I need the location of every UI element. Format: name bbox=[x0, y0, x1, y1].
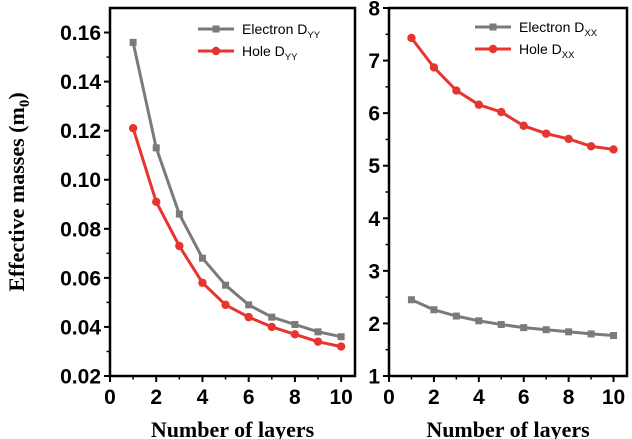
y-axis-title: Effective masses (m0) bbox=[4, 92, 33, 291]
data-point bbox=[497, 320, 505, 328]
y-tick-label: 7 bbox=[368, 50, 380, 73]
data-point bbox=[520, 324, 528, 332]
data-point bbox=[244, 312, 253, 322]
data-point bbox=[430, 306, 438, 314]
data-point bbox=[337, 333, 345, 341]
x-tick-label: 4 bbox=[197, 386, 209, 409]
y-tick-label: 0.10 bbox=[60, 169, 101, 192]
y-tick-label: 0.08 bbox=[60, 218, 101, 241]
x-tick-label: 6 bbox=[518, 386, 530, 409]
data-point bbox=[336, 342, 346, 351]
y-tick-label: 0.12 bbox=[60, 120, 101, 143]
data-point bbox=[407, 296, 415, 304]
plot-frame bbox=[387, 6, 629, 378]
data-point bbox=[542, 326, 550, 334]
data-point bbox=[290, 330, 300, 339]
y-tick-label: 2 bbox=[368, 313, 380, 336]
data-point bbox=[565, 328, 573, 336]
y-tick-label: 0.02 bbox=[60, 366, 101, 389]
x-tick-label: 10 bbox=[329, 386, 352, 409]
data-point bbox=[128, 124, 138, 133]
data-point bbox=[129, 38, 137, 46]
x-tick-label: 0 bbox=[383, 386, 395, 409]
data-point bbox=[497, 107, 506, 117]
legend-label: Hole DXX bbox=[519, 41, 575, 61]
x-tick-label: 8 bbox=[289, 386, 301, 409]
data-point bbox=[587, 330, 595, 338]
y-tick-label: 1 bbox=[368, 366, 380, 389]
series-line-0 bbox=[131, 41, 342, 339]
x-tick-label: 10 bbox=[602, 386, 625, 409]
plot-frame bbox=[108, 6, 357, 378]
data-point bbox=[198, 254, 206, 262]
data-point bbox=[609, 145, 618, 154]
legend-label: Electron DYY bbox=[242, 21, 321, 41]
y-tick-label: 6 bbox=[368, 103, 380, 126]
data-point bbox=[452, 312, 460, 320]
data-point bbox=[429, 63, 439, 72]
x-tick-label: 2 bbox=[150, 386, 162, 409]
data-point bbox=[175, 210, 183, 218]
data-point bbox=[314, 328, 322, 336]
data-point bbox=[267, 322, 276, 332]
y-tick-label: 0.14 bbox=[60, 71, 101, 94]
x-tick-label: 8 bbox=[563, 386, 575, 409]
series-line-1 bbox=[410, 37, 614, 151]
legend-marker bbox=[212, 25, 220, 33]
data-point bbox=[152, 197, 161, 207]
legend-marker bbox=[489, 23, 497, 31]
x-axis-title: Number of layers bbox=[426, 417, 590, 439]
data-point bbox=[452, 86, 461, 95]
x-tick-label: 4 bbox=[473, 386, 485, 409]
y-tick-label: 0.04 bbox=[60, 316, 101, 339]
y-tick-label: 0.16 bbox=[60, 22, 101, 45]
data-point bbox=[175, 241, 184, 251]
data-point bbox=[222, 281, 230, 289]
legend-marker bbox=[211, 46, 221, 56]
data-point bbox=[221, 300, 230, 310]
data-point bbox=[291, 320, 299, 328]
y-tick-label: 4 bbox=[368, 208, 380, 231]
legend-marker bbox=[488, 44, 498, 54]
data-point bbox=[586, 142, 596, 151]
legend-label: Hole DYY bbox=[242, 43, 298, 63]
data-point bbox=[152, 144, 160, 152]
x-tick-label: 2 bbox=[428, 386, 440, 409]
x-axis-title: Number of layers bbox=[151, 417, 315, 439]
data-point bbox=[475, 317, 483, 325]
data-point bbox=[610, 332, 618, 340]
data-point bbox=[541, 129, 551, 138]
legend-label: Electron DXX bbox=[519, 19, 598, 39]
data-point bbox=[564, 134, 573, 144]
y-tick-label: 5 bbox=[368, 155, 380, 178]
series-line-1 bbox=[131, 127, 342, 349]
x-tick-label: 0 bbox=[104, 386, 116, 409]
y-tick-label: 3 bbox=[368, 260, 380, 283]
data-point bbox=[474, 100, 484, 109]
series-line-0 bbox=[410, 298, 614, 337]
data-point bbox=[407, 33, 416, 43]
data-point bbox=[198, 278, 207, 287]
data-point bbox=[245, 301, 253, 309]
y-tick-label: 8 bbox=[368, 0, 380, 21]
x-tick-label: 6 bbox=[243, 386, 255, 409]
y-tick-label: 0.06 bbox=[60, 267, 101, 290]
left-chart-panel: 0 2 4 6 8 10 0.02 0.04 0.06 0.08 0.10 0.12 0.14 0.16 N… bbox=[4, 6, 357, 439]
data-point bbox=[519, 121, 528, 130]
data-point bbox=[268, 313, 276, 321]
data-point bbox=[313, 337, 323, 346]
